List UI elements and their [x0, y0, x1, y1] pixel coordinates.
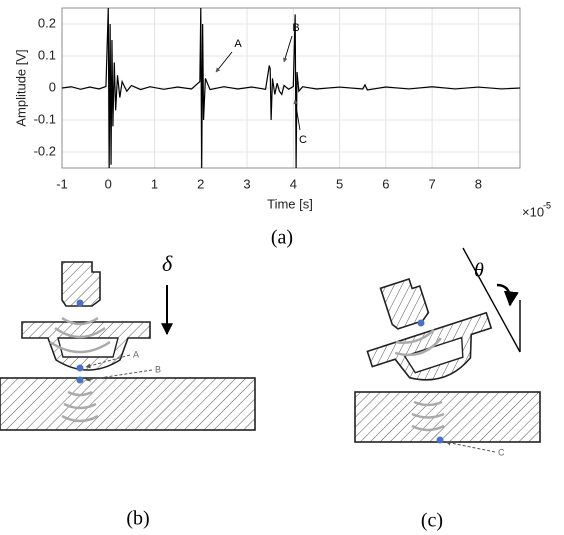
x-axis-label: Time [s] [267, 196, 313, 211]
leader [85, 369, 153, 382]
angle-line [462, 247, 521, 353]
rotation-arrow [496, 283, 519, 307]
label: B [155, 364, 161, 374]
cup [366, 311, 493, 381]
x-tick-label: 4 [290, 176, 297, 191]
x-tick-label: 7 [428, 176, 435, 191]
x-tick-label: 2 [197, 176, 204, 191]
symbol: δ [162, 251, 173, 276]
annotation-arrow [215, 51, 233, 73]
caption: (c) [421, 510, 443, 532]
x-multiplier-exponent: -5 [543, 200, 551, 210]
reflection-point [76, 376, 84, 384]
x-tick-label: 0 [105, 176, 112, 191]
annotation: C [299, 134, 307, 146]
y-tick-label: -0.1 [34, 111, 56, 126]
diagram-c: C θ [354, 247, 541, 457]
leader [445, 440, 496, 453]
sensor-point [76, 299, 84, 307]
label: A [133, 349, 139, 359]
annotation: A [234, 38, 242, 50]
annotation: B [292, 22, 299, 34]
x-tick-label: 3 [243, 176, 250, 191]
annotation-arrow [283, 35, 293, 63]
label: C [498, 447, 505, 457]
x-tick-label: 6 [382, 176, 389, 191]
annotation-arrow [293, 99, 301, 131]
x-tick-label: 1 [151, 176, 158, 191]
y-tick-label: 0.2 [38, 15, 56, 30]
y-tick-label: 0 [49, 79, 56, 94]
y-tick-label: 0.1 [38, 47, 56, 62]
probe [379, 277, 430, 330]
x-multiplier: ×10 [522, 204, 544, 219]
symbol: θ [474, 260, 484, 282]
diagram-b: A B δ [0, 251, 256, 431]
wave [394, 328, 442, 357]
wave [61, 390, 99, 423]
y-tick-label: -0.2 [34, 143, 56, 158]
wave [411, 400, 445, 432]
caption: (b) [126, 508, 149, 530]
signal-line [61, 7, 521, 169]
plate [354, 391, 541, 443]
probe [61, 261, 101, 307]
y-axis-label: Amplitude [V] [13, 49, 28, 126]
reflection-point [436, 436, 444, 444]
cup-cavity [403, 336, 464, 374]
x-tick-label: -1 [56, 176, 68, 191]
x-tick-label: 8 [475, 176, 482, 191]
sensor-point [417, 319, 425, 327]
plate [0, 377, 256, 431]
cup-cavity [57, 337, 119, 358]
reflection-point [76, 364, 84, 372]
x-tick-label: 5 [336, 176, 343, 191]
caption: (a) [271, 227, 293, 249]
leader [85, 354, 131, 369]
wave [49, 316, 111, 354]
